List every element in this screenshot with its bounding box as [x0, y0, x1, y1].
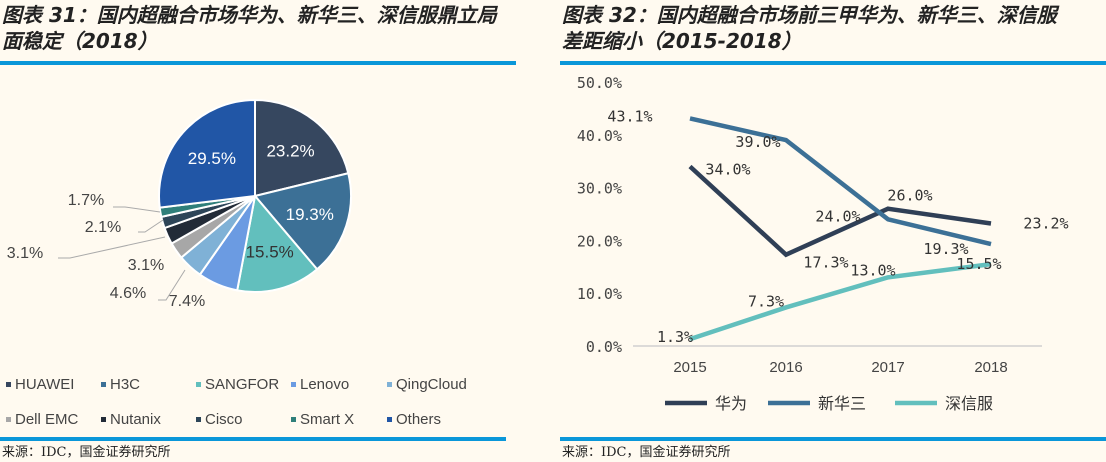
- title-line: 图表 31：国内超融合市场华为、新华三、深信服鼎立局: [2, 3, 497, 27]
- legend-label: Dell EMC: [15, 411, 79, 428]
- legend-label: 深信服: [945, 394, 993, 413]
- line-chart: 0.0% 10.0% 20.0% 30.0% 40.0% 50.0% 2015 2016 201…: [577, 74, 1069, 413]
- y-tick-label: 50.0%: [577, 74, 622, 92]
- leader-line: [158, 269, 186, 301]
- pie-title: 图表 31：国内超融合市场华为、新华三、深信服鼎立局 面稳定（2018）: [2, 2, 497, 54]
- leader-line: [138, 219, 164, 233]
- pie-data-label: 3.1%: [7, 245, 43, 262]
- pie-slice-h3c: [253, 172, 352, 271]
- x-tick-label: 2015: [673, 359, 706, 376]
- data-label: 39.0%: [735, 133, 780, 151]
- legend-swatch: [196, 417, 201, 422]
- divider: [560, 61, 1106, 65]
- legend-label: 新华三: [818, 394, 866, 413]
- y-tick-label: 30.0%: [577, 180, 622, 198]
- legend-label: Cisco: [205, 411, 243, 428]
- legend-label: 华为: [715, 394, 747, 413]
- title-line: 差距缩小（2015-2018）: [562, 29, 802, 53]
- legend-swatch: [6, 417, 11, 422]
- pie-slice-huawei: [254, 98, 350, 198]
- data-label: 26.0%: [887, 187, 932, 205]
- pie-data-label: 23.2%: [266, 142, 314, 161]
- legend-label: SANGFOR: [205, 376, 280, 393]
- pie-slice-sangfor: [236, 193, 319, 293]
- legend-label: Smart X: [300, 411, 355, 428]
- source-note: 来源：IDC，国金证券研究所: [2, 445, 171, 460]
- pie-chart: 23.2% 19.3% 15.5% 7.4% 4.6% 3.1% 3.1% 2.1% 1.7% 2…: [7, 98, 352, 310]
- pie-slice-others: [158, 98, 256, 209]
- data-label: 24.0%: [815, 207, 860, 225]
- data-label: 7.3%: [748, 292, 784, 310]
- data-label: 13.0%: [850, 261, 895, 279]
- legend-swatch: [6, 382, 11, 387]
- line-panel: 图表 32：国内超融合市场前三甲华为、新华三、深信服 差距缩小（2015-201…: [560, 0, 1106, 462]
- y-tick-label: 0.0%: [586, 338, 622, 356]
- divider: [560, 437, 1106, 441]
- legend-item: HUAWEI: [6, 376, 74, 393]
- y-tick-label: 10.0%: [577, 285, 622, 303]
- legend-label: QingCloud: [396, 376, 467, 393]
- pie-data-label: 19.3%: [286, 205, 334, 224]
- legend-item: Others: [387, 411, 441, 428]
- title-line: 面稳定（2018）: [2, 29, 158, 53]
- legend-label: Nutanix: [110, 411, 161, 428]
- data-label: 34.0%: [705, 160, 750, 178]
- legend-item: SANGFOR: [196, 376, 279, 393]
- legend-item: Cisco: [196, 411, 243, 428]
- title-line: 图表 32：国内超融合市场前三甲华为、新华三、深信服: [562, 3, 1057, 27]
- legend-swatch: [387, 417, 392, 422]
- pie-data-label: 4.6%: [110, 285, 146, 302]
- data-label: 1.3%: [657, 328, 693, 346]
- data-label: 23.2%: [1023, 215, 1068, 233]
- legend-swatch: [196, 382, 201, 387]
- pie-data-label: 2.1%: [85, 219, 121, 236]
- legend-label: Others: [396, 411, 442, 428]
- legend-item: Lenovo: [291, 376, 349, 393]
- pie-data-label: 7.4%: [169, 293, 205, 310]
- x-tick-label: 2018: [974, 359, 1007, 376]
- legend-swatch: [387, 382, 392, 387]
- source-note: 来源：IDC，国金证券研究所: [562, 445, 731, 460]
- pie-data-label: 15.5%: [246, 243, 294, 262]
- legend-swatch: [291, 417, 296, 422]
- pie-data-label: 1.7%: [68, 192, 104, 209]
- legend-item: Smart X: [291, 411, 354, 428]
- series-line-0: [688, 164, 992, 258]
- pie-panel: 图表 31：国内超融合市场华为、新华三、深信服鼎立局 面稳定（2018） 23.…: [0, 0, 516, 462]
- pie-data-label: 29.5%: [188, 149, 236, 168]
- legend-swatch: [101, 417, 106, 422]
- y-tick-label: 20.0%: [577, 232, 622, 250]
- legend-item: Dell EMC: [6, 411, 78, 428]
- divider: [0, 61, 516, 65]
- legend-item: H3C: [101, 376, 140, 393]
- y-tick-label: 40.0%: [577, 127, 622, 145]
- leader-line: [113, 206, 161, 213]
- x-tick-label: 2016: [769, 359, 802, 376]
- legend-item: QingCloud: [387, 376, 467, 393]
- legend-item: Nutanix: [101, 411, 161, 428]
- data-label: 43.1%: [607, 107, 652, 125]
- legend-label: HUAWEI: [15, 376, 75, 393]
- legend-swatch: [101, 382, 106, 387]
- legend-label: H3C: [110, 376, 141, 393]
- series-line-2: [689, 261, 992, 342]
- legend-label: Lenovo: [300, 376, 350, 393]
- leader-line: [58, 236, 166, 259]
- divider: [0, 437, 506, 441]
- series-line-1: [689, 116, 992, 247]
- line-title: 图表 32：国内超融合市场前三甲华为、新华三、深信服 差距缩小（2015-201…: [562, 2, 1057, 54]
- data-label: 19.3%: [923, 240, 968, 258]
- data-label: 17.3%: [803, 254, 848, 272]
- pie-data-label: 3.1%: [128, 257, 164, 274]
- data-label: 15.5%: [956, 255, 1001, 273]
- legend-swatch: [291, 382, 296, 387]
- x-tick-label: 2017: [871, 359, 904, 376]
